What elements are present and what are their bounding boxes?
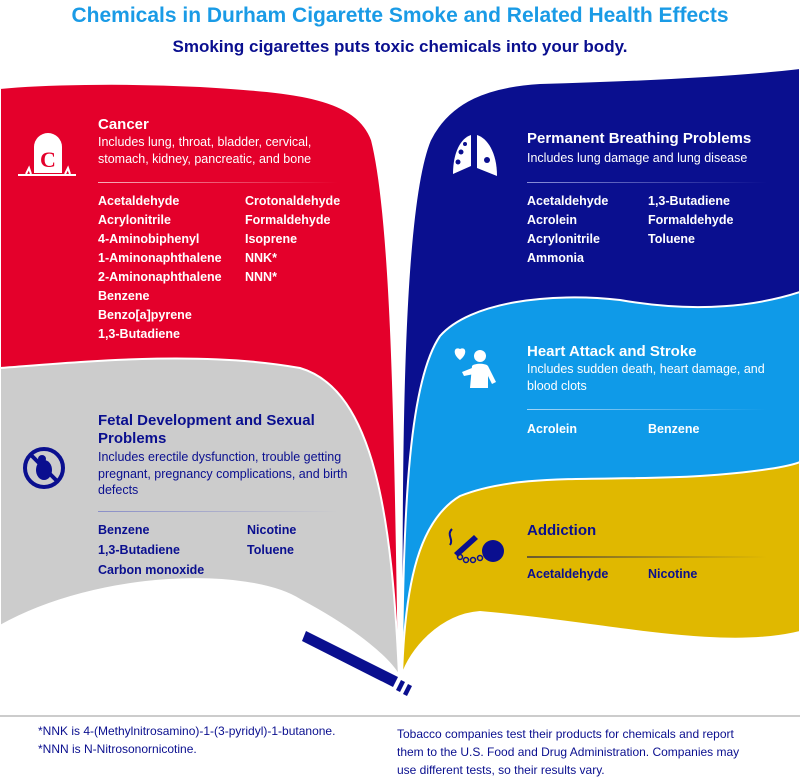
chemical: 1,3-Butadiene (98, 327, 180, 341)
chemical: Acetaldehyde (527, 567, 609, 581)
fetal-description: Includes erectile dysfunction, trouble g… (98, 450, 348, 497)
chemical: 4-Aminobiphenyl (98, 232, 200, 246)
chemical: 2-Aminonaphthalene (98, 270, 222, 284)
addiction-band (401, 460, 800, 677)
no-fetus-icon (23, 447, 65, 489)
heart-chemicals-col1: Acrolein (527, 420, 577, 439)
heart-chemicals-col2: Benzene (648, 420, 699, 439)
fetal-chemicals-col2: Nicotine Toluene (247, 521, 296, 560)
cancer-title: Cancer (98, 116, 149, 133)
chemical: Nicotine (247, 523, 297, 537)
heart-divider (527, 409, 767, 410)
chemical: Benzene (98, 523, 150, 537)
fetal-band (0, 357, 400, 677)
chemical: Toluene (648, 232, 695, 246)
chemical: Ammonia (527, 251, 584, 265)
cancer-chemicals-col2: Crotonaldehyde Formaldehyde Isoprene NNK… (245, 192, 340, 287)
chemical: 1,3-Butadiene (98, 543, 180, 557)
chemical: Isoprene (245, 232, 298, 246)
chemical: Benzene (648, 422, 700, 436)
page-subtitle: Smoking cigarettes puts toxic chemicals … (172, 37, 628, 56)
chemical: Crotonaldehyde (245, 194, 341, 208)
chemical: Benzene (98, 289, 150, 303)
chemical: Acrolein (527, 422, 578, 436)
chemical: Carbon monoxide (98, 563, 205, 577)
fetal-title: Fetal Development and Sexual Problems (98, 412, 315, 447)
breathing-description: Includes lung damage and lung disease (527, 151, 748, 165)
breathing-chemicals-col2: 1,3-Butadiene Formaldehyde Toluene (648, 192, 733, 249)
heart-description: Includes sudden death, heart damage, and… (527, 362, 765, 393)
addiction-chemicals-col1: Acetaldehyde (527, 565, 608, 584)
fetal-chemicals-col1: Benzene 1,3-Butadiene Carbon monoxide (98, 521, 204, 580)
breathing-title: Permanent Breathing Problems (527, 130, 752, 147)
addiction-title: Addiction (527, 522, 597, 539)
heart-title: Heart Attack and Stroke (527, 343, 697, 360)
chemical: Acrylonitrile (527, 232, 600, 246)
cigarette-icon (302, 631, 412, 696)
disclaimer: Tobacco companies test their products fo… (397, 727, 740, 777)
broken-heart-person-icon (454, 348, 496, 388)
addiction-divider (527, 556, 767, 558)
footnote-nnn: *NNN is N-Nitrosonornicotine. (38, 742, 197, 756)
cancer-chemicals-col1: Acetaldehyde Acrylonitrile 4-Aminobiphen… (98, 192, 222, 344)
chemical: Toluene (247, 543, 294, 557)
addiction-chemicals-col2: Nicotine (648, 565, 697, 584)
chemical: Acetaldehyde (98, 194, 180, 208)
breathing-chemicals-col1: Acetaldehyde Acrolein Acrylonitrile Ammo… (527, 192, 608, 268)
tombstone-c-icon: C (18, 133, 76, 176)
svg-text:C: C (40, 147, 56, 172)
chemical: Acrolein (527, 213, 578, 227)
footnote-nnk: *NNK is 4-(Methylnitrosamino)-1-(3-pyrid… (38, 724, 336, 738)
chemical: Acrylonitrile (98, 213, 171, 227)
fetal-divider (98, 511, 338, 512)
page-title: Chemicals in Durham Cigarette Smoke and … (71, 4, 729, 27)
footnotes: *NNK is 4-(Methylnitrosamino)-1-(3-pyrid… (38, 722, 335, 758)
chemical: NNK* (245, 251, 277, 265)
chemical: Benzo[a]pyrene (98, 308, 192, 322)
chemical: Acetaldehyde (527, 194, 609, 208)
chemical: 1-Aminonaphthalene (98, 251, 222, 265)
chemical: Formaldehyde (245, 213, 331, 227)
cancer-divider (98, 182, 338, 183)
chemical: 1,3-Butadiene (648, 194, 730, 208)
breathing-divider (527, 182, 767, 183)
chemical: Nicotine (648, 567, 698, 581)
chemical: Formaldehyde (648, 213, 734, 227)
chemical: NNN* (245, 270, 277, 284)
cigarette-ball-chain-icon (448, 528, 504, 564)
cancer-description: Includes lung, throat, bladder, cervical… (98, 135, 312, 166)
lungs-icon (453, 135, 497, 176)
